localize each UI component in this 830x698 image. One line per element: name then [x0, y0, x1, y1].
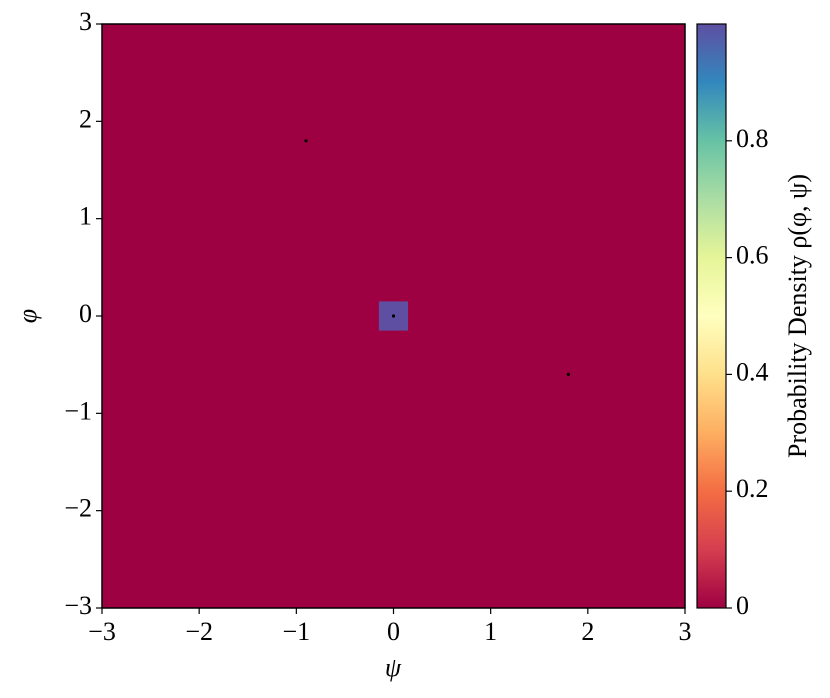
y-tick-label: −3 [64, 591, 92, 620]
x-axis-label: ψ [385, 653, 402, 682]
axes: −3 −2 −1 0 1 2 3 −3 −2 −1 0 1 2 3 0 0.2 0.4 0.6 0.8 [64, 7, 768, 646]
x-tick-label: 2 [581, 617, 594, 646]
y-tick-label: −2 [64, 494, 92, 523]
colorbar-tick-label: 0.6 [736, 241, 769, 270]
points [304, 139, 571, 376]
x-tick-label: −2 [185, 617, 213, 646]
x-tick-label: 1 [484, 617, 497, 646]
colorbar-label: Probability Density ρ(φ, ψ) [783, 174, 812, 458]
x-tick-label: −3 [88, 617, 116, 646]
y-tick-label: 3 [79, 7, 92, 36]
y-axis-label: φ [13, 309, 42, 323]
y-tick-label: 0 [79, 299, 92, 328]
x-tick-label: −1 [282, 617, 310, 646]
colorbar-tick-label: 0.2 [736, 474, 769, 503]
colorbar [696, 23, 727, 609]
x-tick-label: 0 [387, 617, 400, 646]
y-tick-label: −1 [64, 396, 92, 425]
point [391, 314, 396, 318]
colorbar-tick-label: 0.8 [736, 124, 769, 153]
point [566, 372, 571, 376]
y-tick-label: 1 [79, 202, 92, 231]
point [304, 139, 308, 143]
colorbar-tick-label: 0 [736, 591, 749, 620]
y-tick-label: 2 [79, 104, 92, 133]
x-tick-label: 3 [679, 617, 692, 646]
colorbar-tick-label: 0.4 [736, 357, 769, 386]
